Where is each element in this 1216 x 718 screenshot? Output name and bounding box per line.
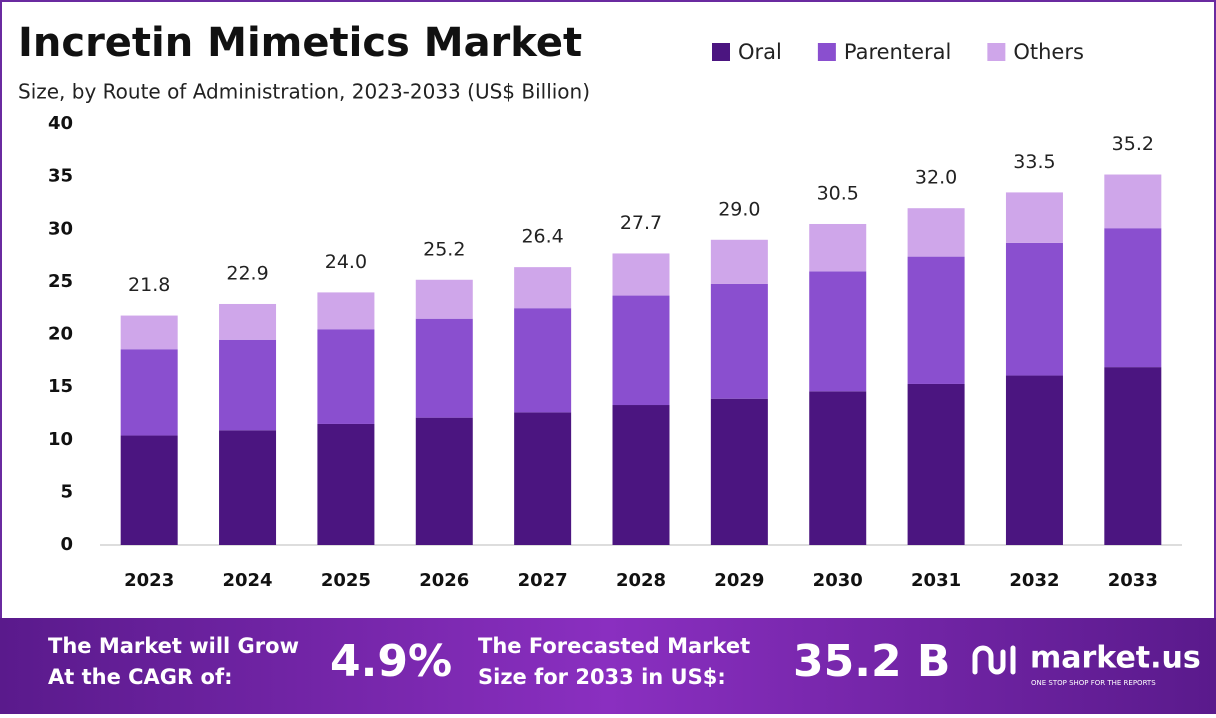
x-tick-label: 2026	[419, 570, 469, 591]
cagr-text: At the CAGR of:	[48, 665, 233, 689]
total-label: 21.8	[128, 274, 170, 296]
bar-segment	[710, 398, 768, 545]
forecast-text: Size for 2033 in US$:	[478, 665, 726, 689]
x-tick-label: 2030	[813, 570, 863, 591]
total-label: 24.0	[325, 251, 367, 273]
y-tick-label: 15	[48, 376, 73, 397]
legend-label: Oral	[738, 40, 782, 64]
total-label: 27.7	[620, 212, 662, 234]
total-label: 25.2	[423, 238, 465, 260]
y-tick-label: 0	[60, 534, 73, 555]
brand-name: market.us	[1030, 641, 1201, 676]
brand-tagline: ONE STOP SHOP FOR THE REPORTS	[1031, 679, 1156, 687]
bar-segment	[612, 405, 670, 545]
x-tick-label: 2032	[1009, 570, 1059, 591]
x-tick-label: 2024	[222, 570, 272, 591]
bar-segment	[219, 303, 277, 340]
bar-segment	[120, 435, 178, 545]
y-tick-label: 40	[48, 113, 73, 134]
bar-segment	[612, 253, 670, 296]
total-label: 35.2	[1112, 133, 1154, 155]
total-label: 29.0	[718, 198, 760, 220]
bar-segment	[120, 315, 178, 350]
bar-segment	[1104, 228, 1162, 368]
bar-segment	[907, 256, 965, 384]
bar-segment	[317, 423, 375, 545]
bar-segment	[710, 283, 768, 399]
total-label: 32.0	[915, 167, 957, 189]
bar-segment	[514, 412, 572, 545]
y-tick-label: 20	[48, 324, 73, 345]
forecast-text: The Forecasted Market	[478, 634, 750, 658]
bar-segment	[120, 349, 178, 436]
x-tick-label: 2033	[1108, 570, 1158, 591]
legend-label: Parenteral	[844, 40, 951, 64]
x-tick-label: 2028	[616, 570, 666, 591]
bar-segment	[415, 417, 473, 545]
x-tick-label: 2025	[321, 570, 371, 591]
total-label: 22.9	[226, 262, 268, 284]
bar-segment	[1104, 174, 1162, 229]
forecast-value: 35.2 B	[793, 636, 950, 687]
bar-segment	[1005, 192, 1063, 243]
x-tick-label: 2023	[124, 570, 174, 591]
legend-swatch	[987, 43, 1006, 61]
x-tick-label: 2027	[518, 570, 568, 591]
total-label: 33.5	[1013, 151, 1055, 173]
x-tick-label: 2031	[911, 570, 961, 591]
bar-segment	[1005, 242, 1063, 376]
bar-segment	[219, 339, 277, 431]
legend-swatch	[712, 43, 730, 61]
legend-label: Others	[1013, 40, 1084, 64]
cagr-value: 4.9%	[330, 636, 452, 687]
chart-subtitle: Size, by Route of Administration, 2023-2…	[18, 80, 590, 104]
bar-segment	[317, 292, 375, 330]
bar-segment	[809, 271, 867, 392]
y-tick-label: 5	[60, 481, 73, 502]
cagr-text: The Market will Grow	[48, 634, 299, 658]
bar-segment	[1005, 375, 1063, 545]
bar-segment	[710, 239, 768, 284]
brand-logo	[972, 645, 1016, 675]
bar-segment	[317, 329, 375, 424]
bar-segment	[514, 267, 572, 309]
total-label: 26.4	[521, 226, 563, 248]
bar-segment	[907, 208, 965, 257]
bar-segment	[907, 383, 965, 545]
bar-segment	[415, 318, 473, 418]
legend-swatch	[817, 43, 836, 61]
bar-segment	[514, 308, 572, 413]
bar-segment	[809, 223, 867, 272]
bar-segment	[612, 295, 670, 406]
chart-title: Incretin Mimetics Market	[18, 20, 582, 66]
bar-segment	[219, 430, 277, 545]
y-tick-label: 30	[48, 218, 73, 239]
bar-segment	[809, 391, 867, 545]
bar-segment	[415, 279, 473, 319]
y-tick-label: 25	[48, 271, 73, 292]
total-label: 30.5	[817, 182, 859, 204]
bar-segment	[1104, 367, 1162, 545]
y-tick-label: 10	[48, 429, 73, 450]
x-tick-label: 2029	[714, 570, 764, 591]
y-tick-label: 35	[48, 166, 73, 187]
